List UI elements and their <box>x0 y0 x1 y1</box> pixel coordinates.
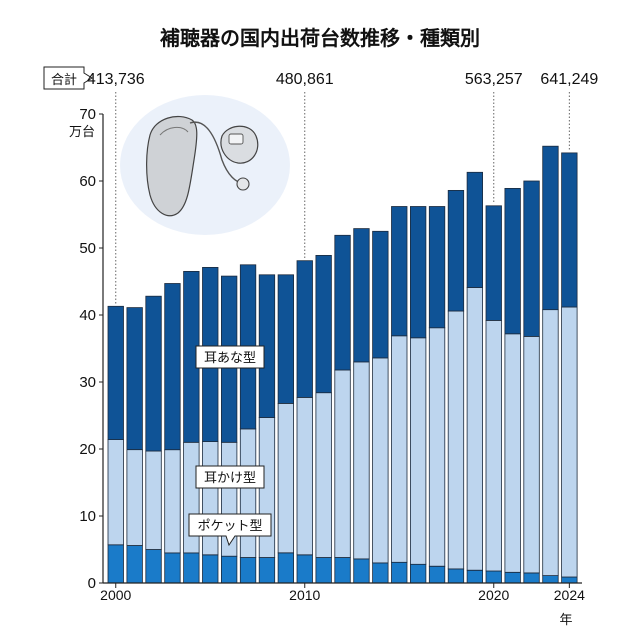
bar-2017-series-1 <box>428 327 446 567</box>
bar-2022-series-2 <box>523 180 540 337</box>
bar-2003-series-0 <box>164 552 181 584</box>
bar-2003-series-1 <box>164 449 181 554</box>
bar-2022-series-1 <box>523 335 540 574</box>
bar-2001-series-0 <box>126 545 143 584</box>
bar-2000-series-1 <box>107 439 124 546</box>
bar-2006-series-0 <box>220 555 238 584</box>
chart-title: 補聴器の国内出荷台数推移・種類別 <box>159 26 480 50</box>
bar-2017-series-2 <box>428 206 446 329</box>
bar-2019-series-2 <box>466 171 484 288</box>
bar-2008-series-0 <box>258 557 276 584</box>
bar-2012-series-2 <box>334 234 351 371</box>
bar-2014-series-2 <box>372 230 389 359</box>
bar-2009-series-0 <box>277 552 295 584</box>
bar-2000-series-0 <box>107 544 124 584</box>
bar-2009-series-1 <box>277 402 295 554</box>
bar-2002-series-1 <box>145 450 162 550</box>
total-label-2000: 413,736 <box>87 71 145 88</box>
bar-2023-series-0 <box>542 575 559 584</box>
bar-2018-series-1 <box>447 310 465 570</box>
bar-2013-series-2 <box>353 228 370 363</box>
bar-2018-series-0 <box>447 568 465 584</box>
bar-2019-series-1 <box>466 287 484 571</box>
bar-2016-series-0 <box>409 563 427 584</box>
y-tick-label-20: 20 <box>79 441 96 458</box>
bar-2000-series-2 <box>107 305 124 440</box>
bar-2001-series-2 <box>126 307 143 451</box>
bar-2015-series-1 <box>391 335 408 563</box>
series-callout-label-1: 耳かけ型 <box>204 471 256 486</box>
bar-2013-series-1 <box>353 361 370 560</box>
bar-2024-series-2 <box>561 152 578 308</box>
total-label-2020: 563,257 <box>465 71 523 88</box>
bar-2003-series-2 <box>164 283 181 451</box>
bar-2019-series-0 <box>466 569 484 584</box>
bar-2017-series-0 <box>428 565 446 584</box>
bar-2011-series-0 <box>315 557 332 584</box>
total-label-2024: 641,249 <box>540 71 598 88</box>
bar-2005-series-0 <box>202 554 219 584</box>
y-tick-label-0: 0 <box>88 575 96 592</box>
bar-2012-series-1 <box>334 369 351 558</box>
bar-2010-series-2 <box>296 260 313 398</box>
bar-2011-series-1 <box>315 392 332 558</box>
y-tick-label-50: 50 <box>79 240 96 257</box>
bar-2009-series-2 <box>277 274 295 404</box>
bar-2011-series-2 <box>315 254 332 394</box>
bar-2020-series-2 <box>485 205 502 321</box>
bar-2005-series-1 <box>202 441 219 556</box>
bar-2010-series-1 <box>296 396 313 556</box>
bar-2016-series-2 <box>409 206 427 339</box>
series-callout-box-0 <box>188 513 272 547</box>
bar-2016-series-1 <box>409 337 427 565</box>
bar-2002-series-0 <box>145 549 162 584</box>
bar-2014-series-0 <box>372 562 389 584</box>
x-tick-label-2000: 2000 <box>100 587 131 603</box>
bar-2024-series-1 <box>561 306 578 578</box>
x-tick-label-2020: 2020 <box>478 587 509 603</box>
bar-2012-series-0 <box>334 557 351 584</box>
total-label-2010: 480,861 <box>276 71 334 88</box>
hearing-aid-illustration <box>120 95 290 235</box>
bar-2023-series-2 <box>542 145 559 311</box>
bar-2007-series-1 <box>239 428 257 558</box>
bar-2002-series-2 <box>145 295 162 452</box>
bar-2004-series-0 <box>183 552 200 584</box>
series-callout-label-2: 耳あな型 <box>204 351 256 366</box>
series-callout-label-0: ポケット型 <box>197 519 262 534</box>
bar-2021-series-1 <box>504 333 521 573</box>
y-tick-label-40: 40 <box>79 307 96 324</box>
y-tick-label-70: 70 <box>79 106 96 123</box>
y-tick-label-30: 30 <box>79 374 96 391</box>
bar-2014-series-1 <box>372 357 389 564</box>
totals-tag: 合計 <box>43 66 93 90</box>
series-callout-box-1 <box>195 465 265 489</box>
bar-2015-series-2 <box>391 206 408 337</box>
totals-tag-label: 合計 <box>51 72 77 88</box>
bar-2015-series-0 <box>391 561 408 584</box>
bar-2018-series-2 <box>447 189 465 312</box>
bar-2007-series-0 <box>239 557 257 584</box>
y-tick-label-10: 10 <box>79 508 96 525</box>
x-axis-unit: 年 <box>559 613 572 628</box>
series-callout-box-2 <box>195 345 265 369</box>
bar-2020-series-0 <box>485 570 502 584</box>
bar-2024-series-0 <box>561 576 578 584</box>
bar-2020-series-1 <box>485 319 502 572</box>
x-tick-label-2024: 2024 <box>554 587 585 603</box>
x-tick-label-2010: 2010 <box>289 587 320 603</box>
bar-2023-series-1 <box>542 309 559 577</box>
bar-2021-series-0 <box>504 571 521 584</box>
bar-2013-series-0 <box>353 558 370 584</box>
y-axis-unit: 万台 <box>69 125 95 140</box>
bar-2022-series-0 <box>523 572 540 584</box>
y-tick-label-60: 60 <box>79 173 96 190</box>
bar-2001-series-1 <box>126 449 143 546</box>
bar-2010-series-0 <box>296 554 313 584</box>
bar-2021-series-2 <box>504 187 521 335</box>
